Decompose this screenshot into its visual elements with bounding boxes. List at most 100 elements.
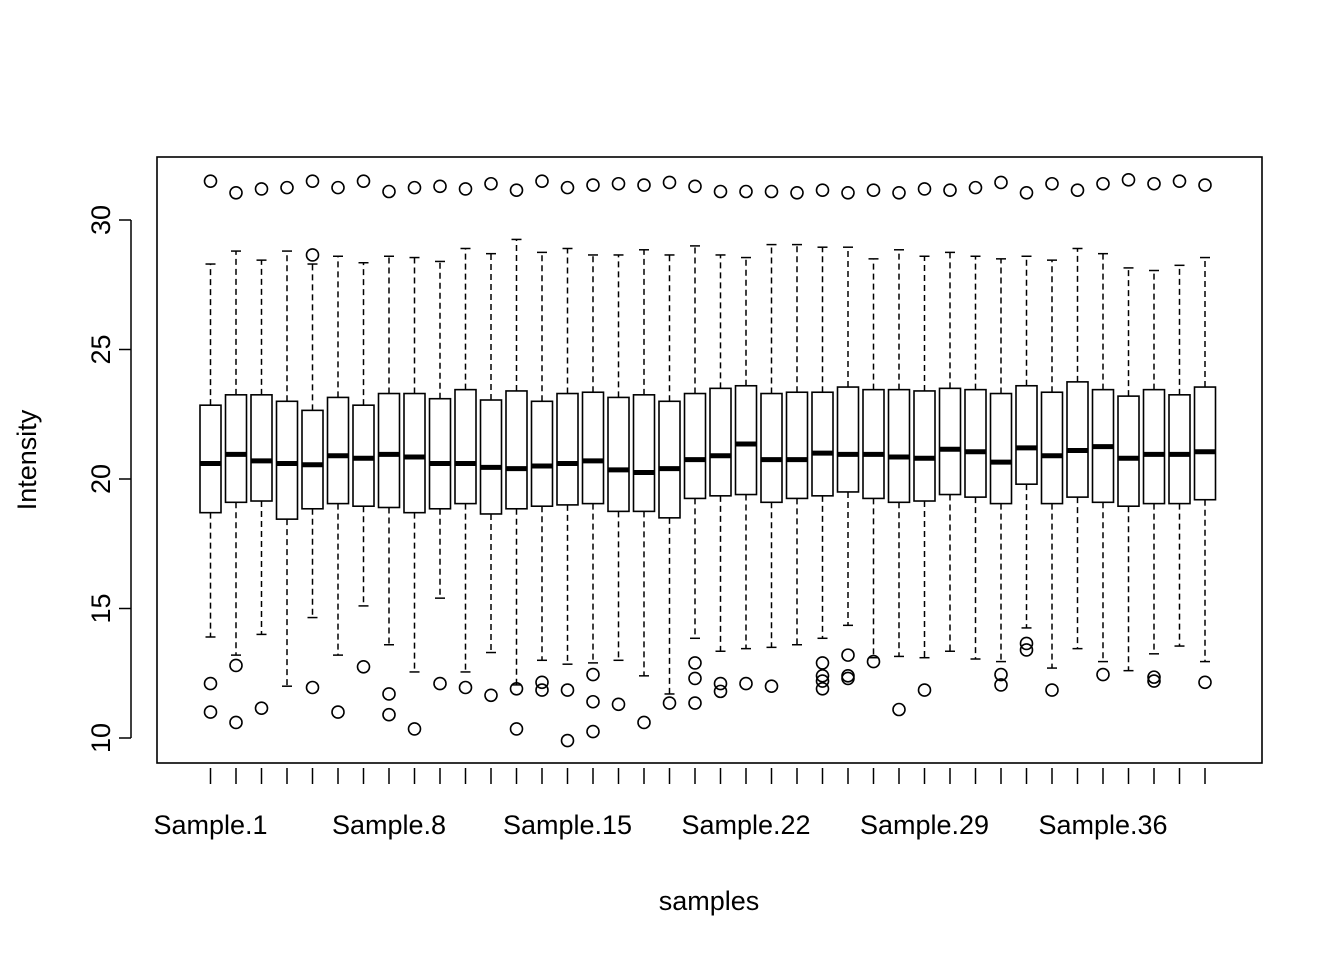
x-tick-label: Sample.15 xyxy=(503,810,632,840)
box-sample-1 xyxy=(199,174,222,719)
iqr-box xyxy=(479,399,503,515)
outlier-point xyxy=(560,180,575,195)
outlier-point xyxy=(1045,176,1059,191)
iqr-box xyxy=(1142,388,1166,505)
outlier-point xyxy=(203,174,218,188)
iqr-box xyxy=(1040,391,1064,505)
iqr-box xyxy=(887,388,911,504)
iqr-box xyxy=(658,400,681,519)
outlier-point xyxy=(305,248,320,262)
iqr-box xyxy=(785,391,809,500)
outlier-point xyxy=(254,182,269,196)
box-sample-31 xyxy=(964,180,987,660)
outlier-point xyxy=(509,681,524,696)
box-sample-24 xyxy=(785,186,809,646)
box-sample-5 xyxy=(301,174,324,695)
outlier-point xyxy=(688,656,702,670)
iqr-box xyxy=(352,404,375,507)
iqr-box xyxy=(428,397,452,510)
box-sample-36 xyxy=(1091,176,1115,682)
outlier-point xyxy=(586,724,600,739)
outlier-point xyxy=(560,683,575,697)
box-sample-21 xyxy=(709,184,732,699)
outlier-point xyxy=(382,687,396,701)
boxes-layer xyxy=(199,173,1217,748)
outlier-point xyxy=(713,684,728,699)
box-sample-20 xyxy=(683,179,707,710)
outlier-point xyxy=(917,182,932,196)
outlier-point xyxy=(815,656,830,670)
outlier-point xyxy=(637,178,651,192)
box-sample-28 xyxy=(887,186,911,717)
box-sample-26 xyxy=(836,186,860,686)
outlier-point xyxy=(305,680,320,695)
outlier-point xyxy=(1198,178,1212,192)
outlier-point xyxy=(1096,667,1110,682)
outlier-point xyxy=(1121,173,1136,187)
iqr-box xyxy=(1117,395,1140,507)
outlier-point xyxy=(1172,174,1187,188)
outlier-point xyxy=(994,678,1008,692)
iqr-box xyxy=(734,384,758,496)
iqr-box xyxy=(709,387,732,497)
iqr-box xyxy=(301,409,324,510)
box-sample-4 xyxy=(275,180,299,687)
outlier-point xyxy=(1019,186,1034,200)
outlier-point xyxy=(1198,675,1212,690)
iqr-box xyxy=(913,390,936,502)
outlier-point xyxy=(1096,176,1110,191)
box-sample-22 xyxy=(734,184,758,691)
outlier-point xyxy=(790,186,804,200)
iqr-box xyxy=(403,392,426,514)
outlier-point xyxy=(458,182,473,196)
outlier-point xyxy=(688,671,702,686)
outlier-point xyxy=(739,184,753,199)
y-tick-label: 15 xyxy=(86,593,116,623)
outlier-point xyxy=(356,659,371,674)
outlier-point xyxy=(611,176,626,191)
iqr-box xyxy=(836,386,860,493)
outlier-point xyxy=(331,705,345,719)
box-sample-30 xyxy=(938,183,962,652)
iqr-box xyxy=(530,400,554,507)
outlier-point xyxy=(356,174,371,188)
outlier-point xyxy=(535,683,549,697)
outlier-point xyxy=(382,707,396,722)
iqr-box xyxy=(1168,394,1191,505)
outlier-point xyxy=(917,683,932,697)
outlier-point xyxy=(892,186,906,200)
box-sample-37 xyxy=(1117,173,1140,672)
outlier-point xyxy=(841,186,855,200)
outlier-point xyxy=(433,179,447,194)
iqr-box xyxy=(632,394,656,513)
outlier-point xyxy=(407,722,422,736)
box-sample-18 xyxy=(632,178,656,730)
outlier-point xyxy=(662,175,677,190)
iqr-box xyxy=(1193,386,1217,501)
outlier-point xyxy=(968,180,983,195)
outlier-point xyxy=(407,180,422,195)
x-tick-label: Sample.36 xyxy=(1038,810,1167,840)
box-sample-33 xyxy=(1015,186,1038,657)
outlier-point xyxy=(892,702,906,717)
plot-frame xyxy=(156,156,1263,764)
iqr-box xyxy=(556,392,579,506)
outlier-point xyxy=(815,183,830,198)
outlier-point xyxy=(382,184,396,199)
outlier-point xyxy=(1147,674,1161,688)
outlier-point xyxy=(1045,683,1059,697)
box-sample-12 xyxy=(479,176,503,703)
x-tick-label: Sample.8 xyxy=(332,810,446,840)
x-tick-label: Sample.1 xyxy=(153,810,267,840)
outlier-point xyxy=(458,680,473,695)
iqr-box xyxy=(199,404,222,514)
box-sample-25 xyxy=(811,183,834,696)
box-sample-14 xyxy=(530,174,554,697)
outlier-point xyxy=(866,183,881,198)
box-sample-29 xyxy=(913,182,936,697)
outlier-point xyxy=(280,180,294,195)
outlier-point xyxy=(484,688,498,703)
box-sample-2 xyxy=(224,186,248,730)
